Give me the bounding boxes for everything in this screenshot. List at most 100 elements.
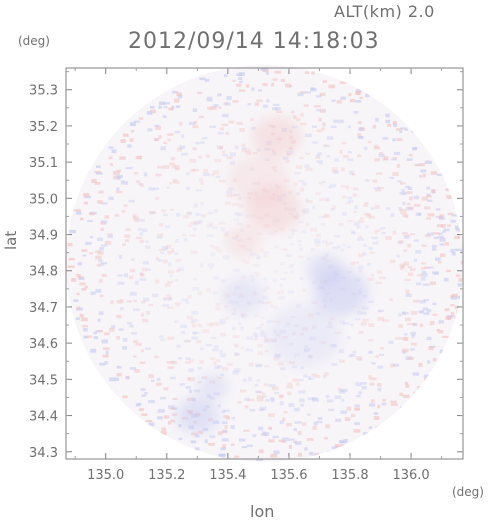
- speckle-cell: [78, 276, 85, 281]
- speckle-cell: [236, 213, 243, 217]
- speckle-cell: [359, 96, 363, 99]
- speckle-cell: [171, 361, 177, 365]
- speckle-cell: [223, 415, 229, 419]
- speckle-cell: [167, 138, 171, 142]
- speckle-cell: [314, 105, 321, 108]
- speckle-cell: [299, 277, 304, 281]
- speckle-cell: [240, 326, 244, 331]
- speckle-cell: [282, 417, 286, 422]
- speckle-cell: [404, 214, 409, 219]
- speckle-cell: [315, 374, 321, 378]
- speckle-cell: [117, 175, 121, 180]
- velocity-region-negative: [197, 373, 228, 400]
- speckle-cell: [405, 185, 410, 189]
- speckle-cell: [90, 291, 96, 295]
- speckle-cell: [138, 182, 142, 186]
- speckle-cell: [329, 183, 337, 188]
- speckle-cell: [185, 357, 191, 360]
- speckle-cell: [315, 192, 321, 195]
- speckle-cell: [256, 395, 264, 399]
- speckle-cell: [161, 246, 169, 251]
- speckle-cell: [249, 408, 256, 412]
- speckle-cell: [263, 277, 267, 281]
- speckle-cell: [310, 87, 316, 91]
- speckle-cell: [174, 167, 180, 171]
- speckle-cell: [239, 128, 245, 132]
- speckle-cell: [262, 431, 267, 436]
- speckle-cell: [225, 131, 230, 135]
- speckle-cell: [134, 369, 140, 373]
- speckle-cell: [73, 209, 81, 212]
- speckle-cell: [390, 400, 397, 404]
- speckle-cell: [110, 325, 116, 329]
- speckle-cell: [103, 347, 110, 350]
- speckle-cell: [209, 322, 214, 327]
- speckle-cell: [244, 260, 250, 264]
- speckle-cell: [226, 190, 233, 195]
- speckle-cell: [76, 211, 82, 215]
- speckle-cell: [319, 216, 325, 219]
- speckle-cell: [371, 362, 376, 365]
- speckle-cell: [283, 411, 288, 414]
- speckle-cell: [446, 195, 453, 199]
- speckle-cell: [131, 332, 137, 335]
- speckle-cell: [133, 355, 137, 358]
- speckle-cell: [241, 147, 247, 150]
- speckle-cell: [408, 357, 414, 360]
- speckle-cell: [312, 398, 320, 402]
- speckle-cell: [434, 257, 441, 261]
- speckle-cell: [264, 365, 270, 368]
- speckle-cell: [290, 270, 295, 274]
- speckle-cell: [326, 155, 331, 158]
- speckle-cell: [296, 118, 301, 121]
- speckle-cell: [392, 138, 396, 142]
- plot-frame: [65, 67, 464, 460]
- speckle-cell: [213, 345, 219, 349]
- speckle-cell: [162, 259, 168, 264]
- speckle-cell: [188, 121, 196, 125]
- speckle-cell: [187, 224, 193, 228]
- speckle-cell: [333, 234, 341, 238]
- speckle-cell: [95, 255, 102, 260]
- speckle-cell: [138, 227, 142, 231]
- speckle-cell: [263, 254, 268, 258]
- speckle-cell: [127, 322, 132, 325]
- speckle-cell: [379, 152, 384, 155]
- speckle-cell: [123, 273, 129, 278]
- speckle-cell: [139, 272, 143, 276]
- speckle-cell: [129, 275, 134, 280]
- speckle-cell: [360, 322, 367, 326]
- speckle-cell: [205, 343, 212, 347]
- speckle-cell: [188, 368, 195, 373]
- x-tick-label: 136.0: [392, 468, 429, 483]
- speckle-cell: [300, 122, 307, 125]
- speckle-cell: [283, 271, 288, 275]
- speckle-cell: [307, 413, 311, 416]
- speckle-cell: [81, 317, 88, 322]
- speckle-cell: [439, 243, 445, 246]
- speckle-cell: [162, 297, 167, 301]
- speckle-cell: [354, 422, 360, 425]
- speckle-cell: [134, 171, 139, 175]
- speckle-cell: [283, 247, 288, 252]
- speckle-cell: [89, 252, 93, 255]
- speckle-cell: [135, 236, 143, 239]
- speckle-cell: [266, 99, 270, 103]
- speckle-cell: [304, 71, 310, 74]
- speckle-cell: [254, 314, 260, 317]
- speckle-cell: [374, 144, 379, 149]
- speckle-cell: [393, 363, 400, 367]
- speckle-cell: [353, 110, 359, 114]
- speckle-cell: [417, 273, 423, 277]
- speckle-cell: [199, 360, 204, 365]
- speckle-cell: [339, 81, 347, 84]
- speckle-cell: [354, 205, 358, 210]
- speckle-cell: [397, 241, 403, 244]
- speckle-cell: [273, 356, 280, 361]
- speckle-cell: [328, 84, 336, 89]
- speckle-cell: [201, 137, 208, 140]
- speckle-cell: [190, 250, 198, 254]
- speckle-cell: [311, 397, 318, 401]
- speckle-cell: [252, 151, 258, 155]
- speckle-cell: [419, 323, 424, 327]
